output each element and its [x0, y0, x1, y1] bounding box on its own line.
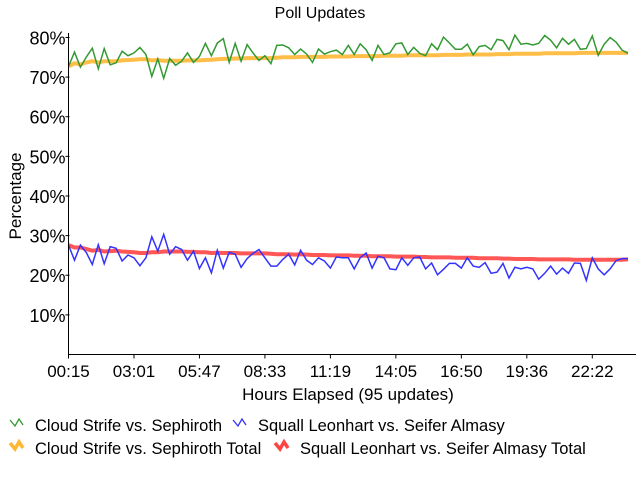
x-tick-label: 05:47	[178, 362, 221, 381]
x-tick-label: 14:05	[375, 362, 418, 381]
x-tick-label: 22:22	[571, 362, 614, 381]
legend-label-1: Squall Leonhart vs. Seifer Almasy	[258, 417, 505, 435]
x-tick-label: 16:50	[440, 362, 483, 381]
legend-swatch-3	[273, 438, 290, 453]
legend-label-0: Cloud Strife vs. Sephiroth	[35, 417, 222, 435]
legend-swatch-2	[8, 438, 25, 453]
y-tick-label: 70%	[29, 68, 65, 88]
x-tick-label: 19:36	[506, 362, 549, 381]
series-line-3	[67, 243, 629, 262]
x-tick-label: 08:33	[244, 362, 287, 381]
legend-label-3: Squall Leonhart vs. Seifer Almasy Total	[300, 440, 586, 458]
axes: 10% 20% 30% 40% 50% 60% 70% 80% 00:15 03:01 05:47 0…	[29, 28, 636, 381]
x-tick-label: 03:01	[113, 362, 156, 381]
y-tick-label: 80%	[29, 28, 65, 48]
series-line-2	[67, 50, 628, 69]
series-line-1	[67, 231, 628, 283]
chart-title: Poll Updates	[275, 5, 366, 22]
y-tick-label: 40%	[29, 187, 65, 207]
legend: Cloud Strife vs. Sephiroth Squall Leonhar…	[8, 417, 586, 458]
y-axis-label: Percentage	[6, 153, 25, 240]
x-axis-label: Hours Elapsed (95 updates)	[242, 385, 454, 404]
legend-swatch-0	[9, 417, 24, 428]
y-tick-label: 60%	[29, 108, 65, 128]
y-tick-label: 10%	[29, 306, 65, 326]
series-layer	[67, 33, 629, 283]
y-tick-label: 20%	[29, 266, 65, 286]
legend-label-2: Cloud Strife vs. Sephiroth Total	[35, 440, 261, 458]
legend-swatch-1	[232, 417, 247, 428]
series-line-0	[67, 33, 629, 81]
x-tick-label: 11:19	[310, 362, 351, 381]
y-tick-label: 30%	[29, 227, 65, 247]
x-tick-label: 00:15	[47, 362, 90, 381]
y-tick-label: 50%	[29, 147, 65, 167]
